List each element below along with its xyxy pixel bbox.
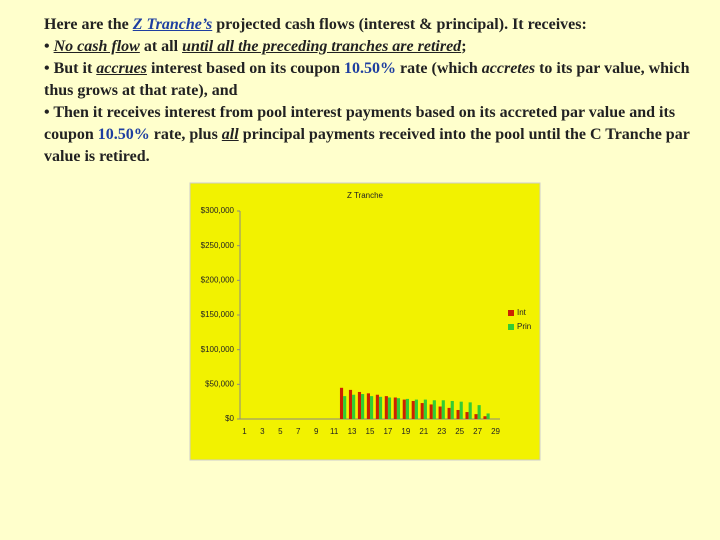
paragraph: Here are the Z Tranche’s projected cash … xyxy=(44,14,694,36)
bar xyxy=(414,399,418,419)
bar xyxy=(438,406,442,419)
bar xyxy=(483,416,487,419)
legend-label: Int xyxy=(517,308,527,317)
bar xyxy=(465,412,469,419)
bar xyxy=(432,400,436,419)
text-run: • Then it receives interest from pool in… xyxy=(44,104,676,143)
paragraph: • No cash flow at all until all the prec… xyxy=(44,36,694,58)
bar xyxy=(420,403,424,419)
bar xyxy=(387,397,392,419)
text-run: interest based on its coupon xyxy=(146,60,344,77)
text-run: ; xyxy=(461,38,467,55)
text-run: No cash flow xyxy=(53,38,140,55)
text-run: all xyxy=(221,126,239,143)
x-tick-label: 13 xyxy=(348,427,357,436)
text-run: • xyxy=(44,38,54,55)
bar xyxy=(396,398,401,419)
x-tick-label: 5 xyxy=(278,427,283,436)
bar xyxy=(474,414,478,419)
chart-title: Z Tranche xyxy=(347,191,384,200)
y-tick-label: $100,000 xyxy=(201,345,235,354)
x-tick-label: 29 xyxy=(491,427,500,436)
bar xyxy=(348,389,353,419)
bar xyxy=(375,394,379,419)
text-run: accrues xyxy=(96,60,147,77)
bar xyxy=(441,400,445,419)
bar xyxy=(447,407,451,419)
legend-swatch xyxy=(508,310,514,316)
paragraph: • But it accrues interest based on its c… xyxy=(44,58,694,102)
text-run: 10.50% xyxy=(97,126,150,143)
x-tick-label: 27 xyxy=(473,427,482,436)
bar xyxy=(459,401,463,419)
bar xyxy=(456,409,460,419)
bar xyxy=(486,413,490,419)
x-tick-label: 9 xyxy=(314,427,319,436)
bar xyxy=(429,404,433,419)
bar xyxy=(352,394,356,419)
text-run: to its par value, which thus grows at th… xyxy=(44,60,690,99)
x-tick-label: 21 xyxy=(419,427,428,436)
x-tick-label: 17 xyxy=(383,427,392,436)
bar xyxy=(384,396,388,419)
y-tick-label: $150,000 xyxy=(201,310,235,319)
text-run: • But it xyxy=(44,60,97,77)
text-run: Here are the xyxy=(44,16,133,33)
bar xyxy=(339,387,344,419)
text-run: 10.50% xyxy=(344,60,396,77)
y-tick-label: $300,000 xyxy=(201,206,235,215)
legend-label: Prin xyxy=(517,322,531,331)
x-tick-label: 25 xyxy=(455,427,464,436)
bar xyxy=(357,391,362,419)
text-run: until all the preceding tranches are ret… xyxy=(182,38,462,55)
bar xyxy=(402,399,406,419)
bar xyxy=(405,398,409,419)
bar xyxy=(366,393,370,419)
y-tick-label: $250,000 xyxy=(201,241,235,250)
bar xyxy=(370,396,374,419)
legend-swatch xyxy=(508,324,514,330)
text-run: at all xyxy=(139,38,183,55)
bar xyxy=(450,400,454,419)
bar xyxy=(477,405,481,419)
bar xyxy=(468,402,472,419)
x-tick-label: 23 xyxy=(437,427,446,436)
bar xyxy=(423,399,427,419)
text-block: Here are the Z Tranche’s projected cash … xyxy=(44,14,694,168)
x-tick-label: 19 xyxy=(401,427,410,436)
chart-background xyxy=(189,182,541,461)
bar xyxy=(393,397,397,419)
y-tick-label: $200,000 xyxy=(201,275,235,284)
text-run: rate (which xyxy=(396,60,482,77)
x-tick-label: 1 xyxy=(242,427,247,436)
paragraph: • Then it receives interest from pool in… xyxy=(44,102,694,168)
text-run: rate, plus xyxy=(149,126,222,143)
x-tick-label: 15 xyxy=(366,427,375,436)
y-tick-label: $50,000 xyxy=(205,379,234,388)
text-run: projected cash flows (interest & princip… xyxy=(212,16,587,33)
bar xyxy=(343,396,347,419)
bar xyxy=(411,400,415,419)
x-tick-label: 7 xyxy=(296,427,301,436)
text-run: principal payments received into the poo… xyxy=(44,126,690,165)
y-tick-label: $0 xyxy=(225,414,234,423)
x-tick-label: 11 xyxy=(330,427,339,436)
text-run: accretes xyxy=(481,60,536,77)
bar xyxy=(361,394,365,419)
bar xyxy=(378,396,383,419)
text-run: Z Tranche’s xyxy=(132,16,213,33)
x-tick-label: 3 xyxy=(260,427,265,436)
